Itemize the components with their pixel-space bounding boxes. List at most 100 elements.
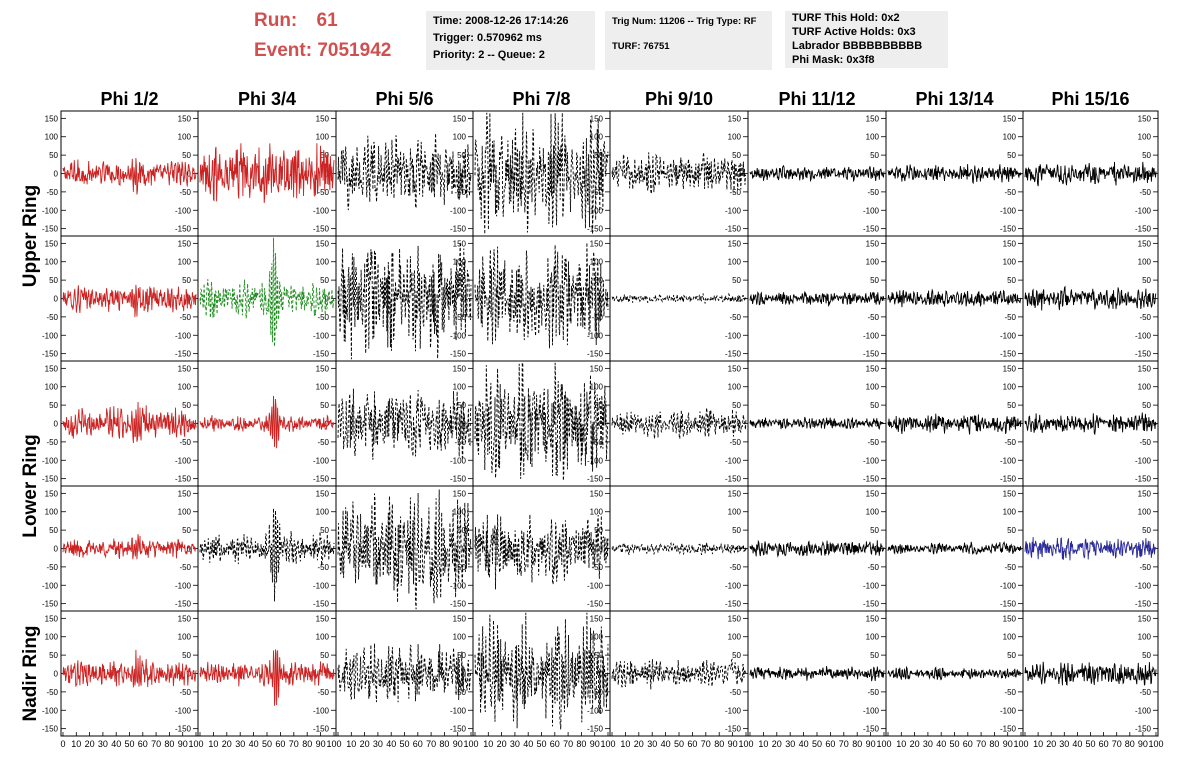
x-tick-label: 20 (85, 739, 95, 749)
x-tick-label: 100 (463, 739, 478, 749)
y-tick-label: 50 (182, 401, 191, 410)
waveform-black (474, 362, 609, 481)
y-tick-label: 0 (187, 170, 192, 179)
x-tick-label: 10 (620, 739, 630, 749)
trigger-info-box: Trig Num: 11206 -- Trig Type: RF TURF: 7… (605, 11, 772, 70)
turf-active-text: TURF Active Holds: 0x3 (792, 26, 916, 38)
y-tick-label: 50 (1007, 401, 1016, 410)
y-tick-label: 100 (45, 508, 59, 517)
y-tick-label: -100 (450, 706, 467, 715)
y-tick-label: 150 (1003, 364, 1017, 373)
x-tick-label: 100 (876, 739, 891, 749)
x-tick-label: 20 (772, 739, 782, 749)
row-label: Lower Ring (20, 434, 41, 537)
y-tick-label: 150 (1003, 614, 1017, 623)
y-tick-label: 0 (599, 670, 604, 679)
y-tick-label: 150 (1138, 364, 1152, 373)
y-tick-label: -150 (725, 600, 742, 609)
y-tick-label: -50 (1004, 688, 1016, 697)
y-tick-label: -100 (175, 706, 192, 715)
y-tick-label: -150 (450, 350, 467, 359)
y-tick-label: 150 (866, 614, 880, 623)
x-tick-label: 20 (910, 739, 920, 749)
waveform-black (474, 112, 609, 235)
y-tick-label: -100 (1000, 581, 1017, 590)
y-tick-label: -150 (1135, 600, 1152, 609)
y-tick-label: 100 (590, 633, 604, 642)
y-tick-label: -100 (42, 456, 59, 465)
x-tick-label: 100 (738, 739, 753, 749)
x-tick-label: 100 (1013, 739, 1028, 749)
y-tick-label: 150 (316, 364, 330, 373)
y-tick-label: 150 (316, 614, 330, 623)
y-tick-label: 50 (49, 526, 58, 535)
x-tick-label: 90 (590, 739, 600, 749)
y-tick-label: 100 (45, 133, 59, 142)
y-tick-label: 150 (728, 239, 742, 248)
y-tick-label: 50 (1007, 651, 1016, 660)
x-tick-label: 50 (536, 739, 546, 749)
column-header: Phi 5/6 (375, 89, 433, 109)
x-tick-label: 60 (825, 739, 835, 749)
x-tick-label: 50 (674, 739, 684, 749)
y-tick-label: 100 (453, 258, 467, 267)
x-tick-label: 40 (936, 739, 946, 749)
x-tick-label: 50 (399, 739, 409, 749)
y-tick-label: -100 (313, 331, 330, 340)
x-tick-label: 30 (510, 739, 520, 749)
y-tick-label: -50 (1004, 188, 1016, 197)
y-tick-label: -100 (313, 581, 330, 590)
y-tick-label: -50 (46, 188, 58, 197)
y-tick-label: -100 (725, 331, 742, 340)
y-tick-label: -50 (454, 688, 466, 697)
x-tick-label: 100 (1148, 739, 1163, 749)
waveform-black (611, 407, 747, 439)
y-tick-label: 100 (1138, 508, 1152, 517)
y-tick-label: 50 (594, 651, 603, 660)
y-tick-label: -100 (313, 456, 330, 465)
y-tick-label: -150 (725, 725, 742, 734)
x-tick-label: 80 (439, 739, 449, 749)
x-tick-label: 50 (262, 739, 272, 749)
x-tick-label: 70 (151, 739, 161, 749)
waveform-black (749, 665, 885, 682)
y-tick-label: 50 (320, 526, 329, 535)
y-tick-label: -50 (317, 563, 329, 572)
y-tick-label: 150 (590, 614, 604, 623)
y-tick-label: 100 (866, 508, 880, 517)
y-tick-label: -150 (725, 225, 742, 234)
y-tick-label: 0 (54, 670, 59, 679)
x-tick-label: 90 (316, 739, 326, 749)
x-tick-label: 40 (386, 739, 396, 749)
x-tick-label: 40 (799, 739, 809, 749)
y-tick-label: 150 (590, 364, 604, 373)
y-tick-label: 150 (178, 614, 192, 623)
y-tick-label: -100 (1000, 331, 1017, 340)
column-header: Phi 11/12 (778, 89, 855, 109)
y-tick-label: 150 (178, 114, 192, 123)
y-tick-label: -150 (1135, 475, 1152, 484)
y-tick-label: 0 (54, 545, 59, 554)
x-tick-label: 40 (661, 739, 671, 749)
y-tick-label: -50 (1139, 563, 1151, 572)
y-tick-label: 100 (1003, 508, 1017, 517)
y-tick-label: -150 (863, 600, 880, 609)
y-tick-label: -100 (1135, 706, 1152, 715)
y-tick-label: -100 (42, 581, 59, 590)
waveform-black (1024, 285, 1157, 311)
y-tick-label: 0 (462, 170, 467, 179)
y-tick-label: 0 (54, 295, 59, 304)
y-tick-label: -100 (313, 706, 330, 715)
y-tick-label: 50 (594, 401, 603, 410)
waveform-black (199, 508, 335, 602)
y-tick-label: -150 (863, 475, 880, 484)
y-tick-label: 50 (594, 276, 603, 285)
x-tick-label: 30 (98, 739, 108, 749)
run-label: Run: (254, 10, 298, 31)
waveform-red (62, 157, 197, 195)
x-tick-label: 50 (949, 739, 959, 749)
x-tick-label: 60 (687, 739, 697, 749)
y-tick-label: -150 (175, 600, 192, 609)
y-tick-label: 100 (1138, 133, 1152, 142)
x-tick-label: 20 (222, 739, 232, 749)
